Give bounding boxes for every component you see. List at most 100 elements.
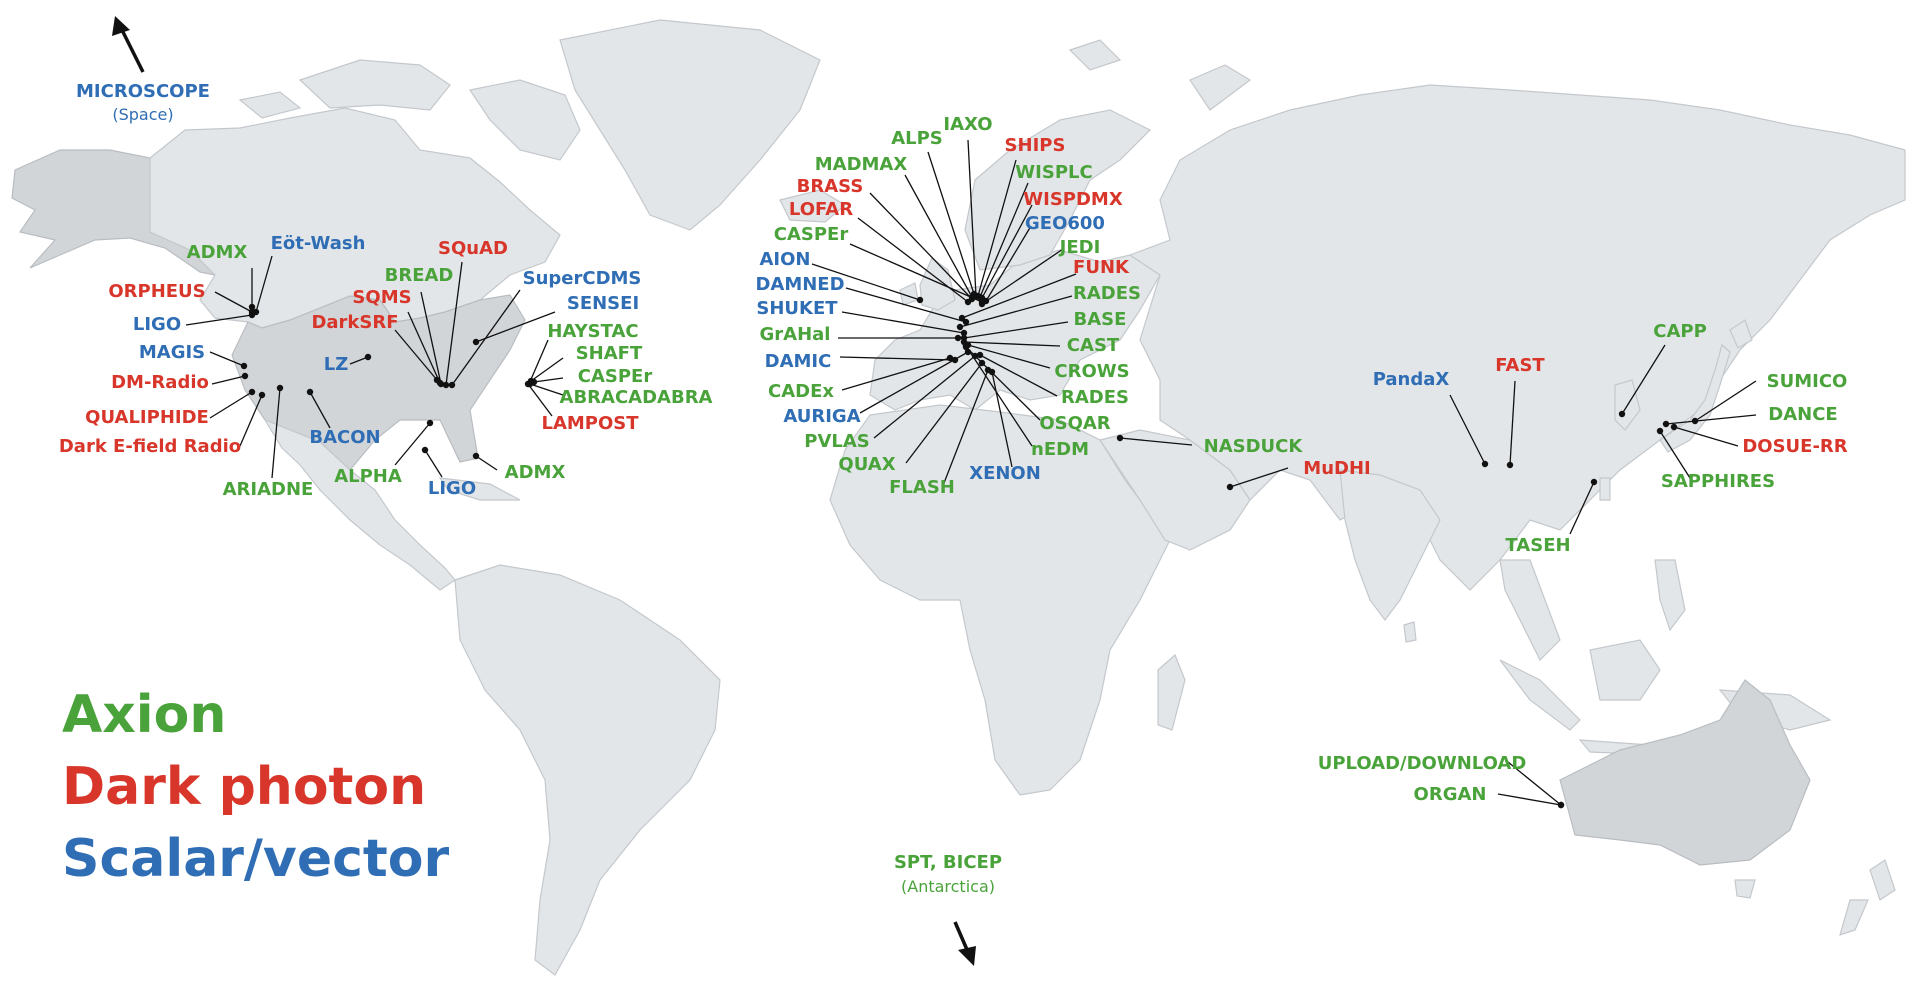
crows-label: CROWS — [1054, 361, 1129, 382]
novaya-zemlya-landmass — [1189, 64, 1252, 111]
rades-1-leader-line — [959, 295, 1073, 328]
lz-label: LZ — [324, 354, 349, 375]
alpha-location-dot — [426, 419, 434, 427]
sapphires-location-dot — [1656, 427, 1664, 435]
ligo-livingston-leader-line — [424, 449, 443, 478]
mudhi-leader-line — [1229, 467, 1289, 488]
alpha-label: ALPHA — [334, 466, 402, 487]
quax-leader-line — [905, 362, 983, 464]
bacon-label: BACON — [309, 427, 380, 448]
cadex-leader-line — [841, 357, 951, 391]
shaft-leader-line — [530, 357, 564, 382]
capp-label: CAPP — [1653, 321, 1707, 342]
dance-location-dot — [1662, 420, 1670, 428]
dosue-rr-leader-line — [1673, 426, 1739, 447]
british-isles-landmass — [919, 257, 956, 311]
land-masses — [11, 19, 1906, 976]
greenland-landmass — [559, 19, 821, 231]
geo600-leader-line — [985, 225, 1032, 302]
darksrf-label: DarkSRF — [311, 312, 398, 333]
damic-label: DAMIC — [765, 351, 832, 372]
ligo-hanford-location-dot — [248, 311, 256, 319]
alpha-leader-line — [394, 422, 431, 466]
arctic-island-west — [238, 91, 302, 119]
microscope-sublabel: (Space) — [112, 105, 173, 124]
shuket-leader-line — [841, 311, 965, 334]
borneo-landmass — [1589, 639, 1661, 701]
cast-label: CAST — [1067, 335, 1120, 356]
haystac-label: HAYSTAC — [547, 321, 638, 342]
casper-eu-leader-line — [849, 243, 983, 303]
admx-fl-location-dot — [472, 452, 480, 460]
brass-leader-line — [869, 192, 973, 300]
ariadne-leader-line — [271, 387, 281, 479]
funk-leader-line — [961, 273, 1077, 319]
abracadabra-label: ABRACADABRA — [560, 387, 713, 408]
india-landmass — [1339, 469, 1441, 621]
jedi-leader-line — [981, 248, 1064, 305]
new-zealand-landmass — [1869, 859, 1896, 901]
lofar-label: LOFAR — [789, 199, 853, 220]
australia-landmass — [1559, 679, 1811, 866]
sensei-label: SENSEI — [567, 293, 639, 314]
squad-label: SQuAD — [438, 238, 508, 259]
dm-radio-leader-line — [211, 375, 246, 385]
darksrf-leader-line — [394, 329, 438, 381]
madagascar-landmass — [1157, 653, 1186, 731]
supercdms-leader-line — [451, 289, 521, 386]
brass-label: BRASS — [797, 176, 864, 197]
dm-radio-location-dot — [241, 372, 249, 380]
qualiphide-leader-line — [209, 391, 253, 419]
funk-label: FUNK — [1073, 257, 1130, 278]
casper-eu-label: CASPEr — [774, 224, 849, 245]
lz-location-dot — [364, 353, 372, 361]
qualiphide-location-dot — [248, 388, 256, 396]
iaxo-leader-line — [967, 139, 977, 297]
magis-label: MAGIS — [139, 342, 205, 363]
iceland-landmass — [779, 189, 847, 223]
quax-label: QUAX — [838, 454, 895, 475]
alaska-landmass — [11, 149, 217, 276]
pandax-label: PandaX — [1373, 369, 1450, 390]
wispdmx-leader-line — [981, 204, 1033, 299]
nedm-label: nEDM — [1031, 439, 1089, 460]
madmax-label: MADMAX — [815, 154, 908, 175]
flash-label: FLASH — [889, 477, 955, 498]
asia-landmass — [1128, 84, 1906, 591]
crows-leader-line — [967, 344, 1051, 369]
shuket-label: SHUKET — [756, 298, 838, 319]
cuba-landmass — [438, 477, 521, 501]
bread-label: BREAD — [385, 265, 454, 286]
taseh-label: TASEH — [1505, 535, 1570, 556]
dark-efield-label: Dark E-field Radio — [59, 436, 241, 457]
south-america-landmass — [454, 564, 721, 976]
jedi-label: JEDI — [1058, 237, 1101, 258]
aion-label: AION — [760, 249, 811, 270]
organ-label: ORGAN — [1414, 784, 1487, 805]
upload-download-label: UPLOAD/DOWNLOAD — [1318, 753, 1527, 774]
rades-2-location-dot — [976, 351, 984, 359]
antarctica-marker: SPT, BICEP (Antarctica) — [894, 852, 1002, 966]
dark-efield-leader-line — [239, 394, 263, 447]
dark-efield-location-dot — [258, 391, 266, 399]
rades-2-leader-line — [979, 354, 1058, 397]
svalbard-landmass — [1068, 39, 1122, 71]
hokkaido-landmass — [1729, 319, 1753, 349]
nasduck-leader-line — [1119, 437, 1193, 446]
philippines-landmass — [1654, 559, 1686, 632]
supercdms-label: SuperCDMS — [523, 268, 642, 289]
base-label: BASE — [1074, 309, 1127, 330]
ligo-hanford-label: LIGO — [133, 314, 181, 335]
rades-2-label: RADES — [1061, 387, 1129, 408]
ships-label: SHIPS — [1005, 135, 1066, 156]
xenon-leader-line — [991, 371, 1013, 468]
nedm-leader-line — [965, 345, 1033, 447]
taseh-location-dot — [1590, 478, 1598, 486]
abracadabra-leader-line — [529, 383, 564, 396]
ariadne-label: ARIADNE — [223, 479, 314, 500]
ligo-hanford-leader-line — [185, 314, 253, 326]
aion-location-dot — [916, 296, 924, 304]
organ-leader-line — [1497, 793, 1562, 806]
scandinavia-landmass — [964, 109, 1152, 271]
aion-leader-line — [811, 263, 921, 301]
